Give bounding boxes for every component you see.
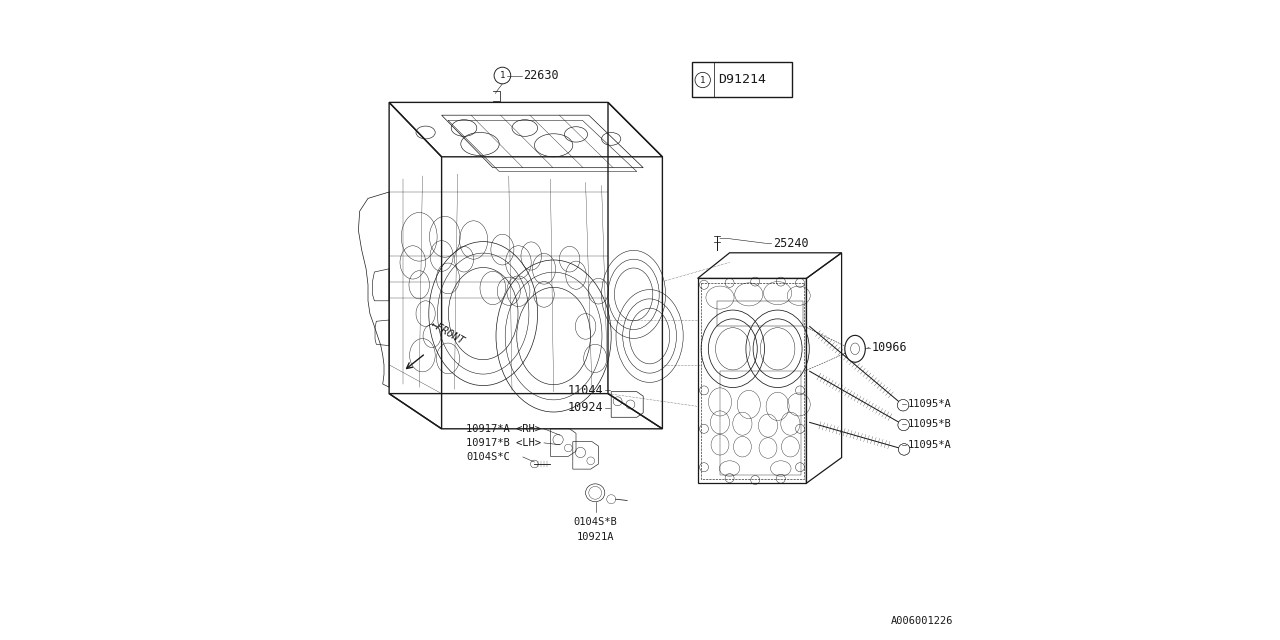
Bar [692, 62, 791, 97]
Circle shape [897, 399, 909, 411]
Text: 1: 1 [499, 71, 506, 80]
Text: 0104S*B: 0104S*B [573, 517, 617, 527]
Text: 10966: 10966 [872, 341, 908, 354]
Text: 22630: 22630 [524, 69, 559, 82]
Text: A006001226: A006001226 [891, 616, 954, 626]
Text: D91214: D91214 [718, 73, 767, 86]
Text: 10917*B <LH>: 10917*B <LH> [466, 438, 541, 448]
Circle shape [899, 444, 910, 455]
Text: 10924: 10924 [567, 401, 603, 414]
Text: 11095*A: 11095*A [908, 440, 951, 450]
Text: 11095*B: 11095*B [908, 419, 951, 429]
Text: 0104S*C: 0104S*C [466, 452, 509, 462]
Text: 1: 1 [700, 76, 705, 84]
Ellipse shape [845, 335, 865, 362]
Text: 11095*A: 11095*A [908, 399, 951, 410]
Circle shape [897, 419, 909, 431]
Text: ←FRONT: ←FRONT [429, 319, 466, 347]
Circle shape [695, 72, 710, 88]
Circle shape [494, 67, 511, 84]
Text: 10917*A <RH>: 10917*A <RH> [466, 424, 541, 434]
Text: 25240: 25240 [773, 237, 809, 250]
Text: 10921A: 10921A [576, 532, 614, 543]
Text: 11044: 11044 [567, 384, 603, 397]
